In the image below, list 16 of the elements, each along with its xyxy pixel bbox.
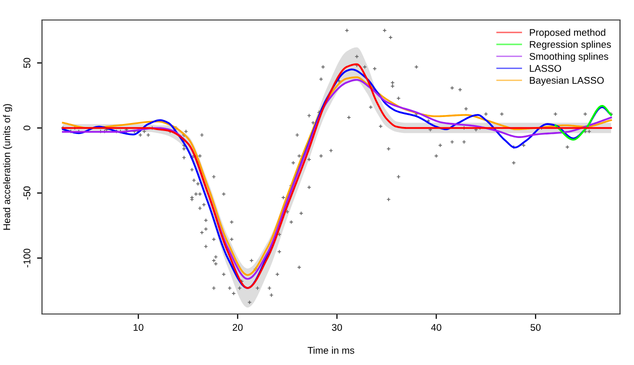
legend-label: Smoothing splines xyxy=(530,52,608,62)
y-tick-label: 50 xyxy=(23,58,30,68)
x-tick-label: 40 xyxy=(431,324,442,331)
legend-label: Proposed method xyxy=(530,28,606,38)
x-tick-label: 10 xyxy=(134,324,144,331)
x-axis-title: Time in ms xyxy=(308,346,354,354)
x-tick-label: 50 xyxy=(530,324,541,331)
y-tick-label: -50 xyxy=(23,186,30,200)
y-tick-label: 0 xyxy=(23,126,30,130)
legend-label: Bayesian LASSO xyxy=(530,76,604,86)
legend-label: Regression splines xyxy=(530,40,611,50)
x-tick-label: 30 xyxy=(332,324,342,331)
legend-label: LASSO xyxy=(530,64,562,72)
y-axis-title: Head acceleration (units of g) xyxy=(3,104,12,230)
x-tick-label: 20 xyxy=(232,324,243,331)
y-tick-label: -100 xyxy=(23,248,30,268)
